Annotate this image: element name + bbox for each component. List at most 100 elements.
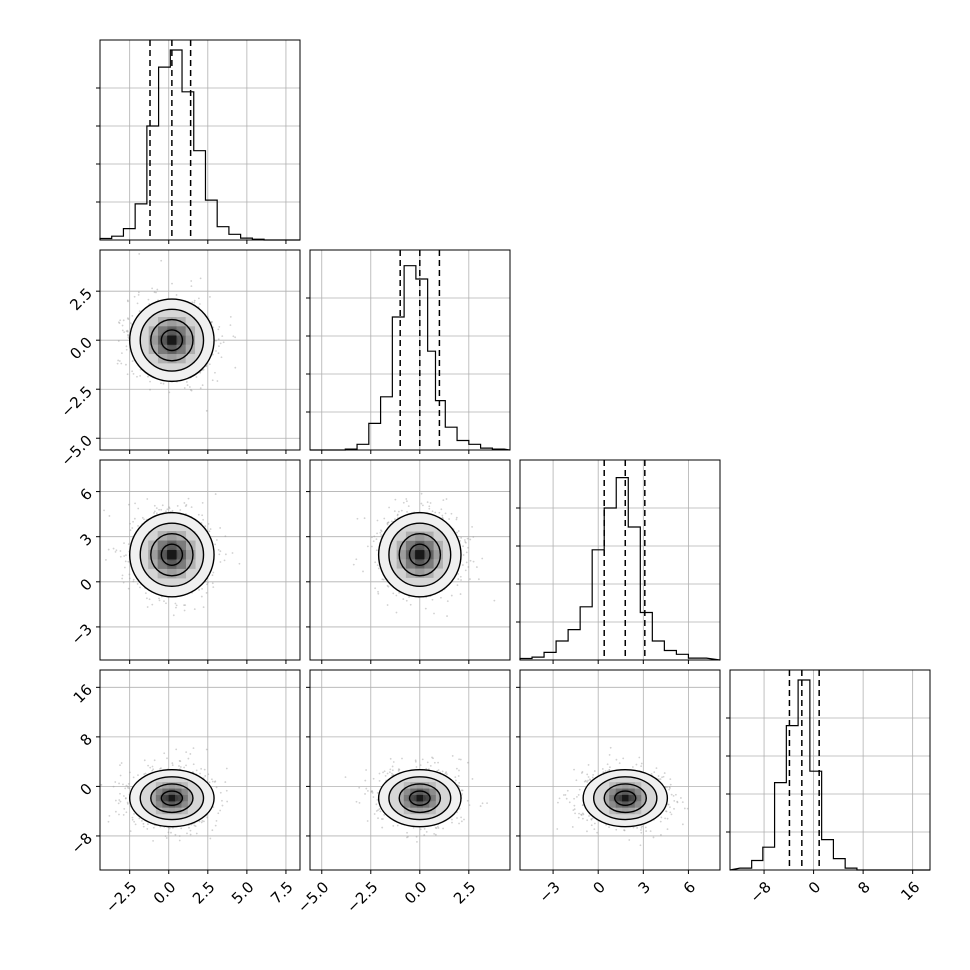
scatter-point bbox=[202, 518, 205, 521]
density-cell bbox=[162, 807, 169, 815]
scatter-point bbox=[136, 375, 138, 378]
scatter-point bbox=[123, 331, 126, 333]
scatter-point bbox=[372, 796, 375, 798]
scatter-point bbox=[465, 551, 468, 554]
scatter-point bbox=[461, 789, 464, 792]
scatter-point bbox=[146, 828, 149, 830]
scatter-point bbox=[179, 760, 182, 763]
scatter-point bbox=[586, 781, 588, 783]
scatter-point bbox=[165, 510, 167, 513]
scatter-point bbox=[661, 776, 663, 779]
scatter-point bbox=[144, 772, 147, 775]
scatter-point bbox=[178, 835, 181, 837]
scatter-point bbox=[451, 755, 454, 757]
scatter-point bbox=[143, 518, 145, 521]
scatter-point bbox=[460, 816, 462, 819]
scatter-point bbox=[217, 328, 220, 331]
scatter-point bbox=[463, 539, 466, 541]
contour-2 bbox=[139, 308, 205, 372]
y-tick-label-1-1: −2.5 bbox=[58, 382, 96, 420]
scatter-point bbox=[132, 520, 134, 523]
scatter-point bbox=[386, 604, 389, 606]
density-cell bbox=[176, 540, 187, 550]
density-cell bbox=[628, 794, 635, 802]
scatter-point bbox=[446, 615, 448, 617]
scatter-point bbox=[137, 525, 139, 527]
scatter-point bbox=[114, 799, 117, 802]
scatter-point bbox=[117, 802, 120, 805]
scatter-point bbox=[577, 816, 580, 819]
scatter-point bbox=[164, 835, 167, 837]
scatter-point bbox=[190, 389, 193, 392]
scatter-point bbox=[456, 531, 458, 534]
scatter-point bbox=[667, 803, 670, 806]
density-cell bbox=[186, 568, 196, 579]
scatter-point bbox=[125, 330, 128, 333]
scatter-point bbox=[416, 840, 418, 843]
histogram-panel-1 bbox=[306, 249, 511, 454]
scatter-point bbox=[189, 388, 192, 391]
scatter-point bbox=[365, 787, 368, 790]
scatter-point bbox=[575, 779, 578, 782]
scatter-point bbox=[631, 766, 634, 768]
scatter-point bbox=[127, 787, 129, 789]
scatter-point bbox=[129, 529, 132, 532]
scatter-point bbox=[209, 528, 212, 530]
contour-3 bbox=[582, 768, 669, 828]
scatter-point bbox=[669, 778, 672, 781]
scatter-point bbox=[215, 819, 218, 822]
scatter-point bbox=[378, 772, 381, 775]
scatter-point bbox=[653, 771, 656, 774]
scatter-point bbox=[451, 818, 453, 821]
density-cell bbox=[423, 801, 430, 808]
scatter-point bbox=[639, 844, 642, 847]
scatter-point bbox=[686, 807, 689, 810]
scatter-point bbox=[184, 604, 187, 606]
scatter-point bbox=[676, 801, 679, 804]
scatter-point bbox=[466, 799, 469, 802]
density-cell bbox=[622, 782, 629, 789]
scatter-point bbox=[208, 363, 211, 366]
scatter-point bbox=[179, 509, 182, 511]
contour-2 bbox=[592, 776, 658, 821]
scatter-point bbox=[668, 786, 671, 789]
scatter-point bbox=[380, 818, 383, 820]
scatter-point bbox=[433, 612, 435, 615]
scatter-point bbox=[665, 810, 668, 813]
density-cell bbox=[167, 354, 177, 364]
density-cell bbox=[155, 794, 163, 802]
scatter-point bbox=[440, 596, 442, 599]
scatter-point bbox=[187, 497, 190, 500]
y-tick-label-3-0: −8 bbox=[68, 829, 96, 857]
density-cell bbox=[415, 559, 425, 569]
scatter-point bbox=[128, 573, 131, 576]
scatter-point bbox=[374, 561, 377, 564]
scatter-point bbox=[214, 824, 217, 827]
scatter-point bbox=[681, 801, 684, 803]
scatter-point bbox=[136, 302, 139, 305]
scatter-point bbox=[622, 757, 625, 760]
scatter-point bbox=[580, 814, 583, 816]
scatter-point bbox=[206, 583, 208, 586]
scatter-point bbox=[367, 790, 369, 792]
scatter-point bbox=[137, 507, 140, 510]
scatter-point bbox=[207, 773, 210, 776]
scatter-point bbox=[153, 759, 156, 762]
density-cell bbox=[396, 531, 406, 541]
scatter-point bbox=[100, 783, 103, 786]
density-layer bbox=[100, 747, 229, 842]
scatter-point bbox=[185, 381, 188, 383]
scatter-point bbox=[392, 592, 395, 595]
scatter-point bbox=[124, 797, 127, 800]
scatter-point bbox=[434, 511, 437, 514]
scatter-point bbox=[668, 788, 671, 791]
y-tick-label-2-3: 6 bbox=[77, 485, 96, 504]
scatter-point bbox=[581, 817, 584, 820]
density-cell bbox=[423, 807, 430, 815]
scatter-point bbox=[352, 563, 355, 566]
scatter-point bbox=[398, 768, 401, 771]
scatter-point bbox=[375, 810, 378, 812]
scatter-point bbox=[377, 592, 380, 595]
scatter-point bbox=[562, 794, 565, 796]
density-cell bbox=[403, 794, 411, 802]
